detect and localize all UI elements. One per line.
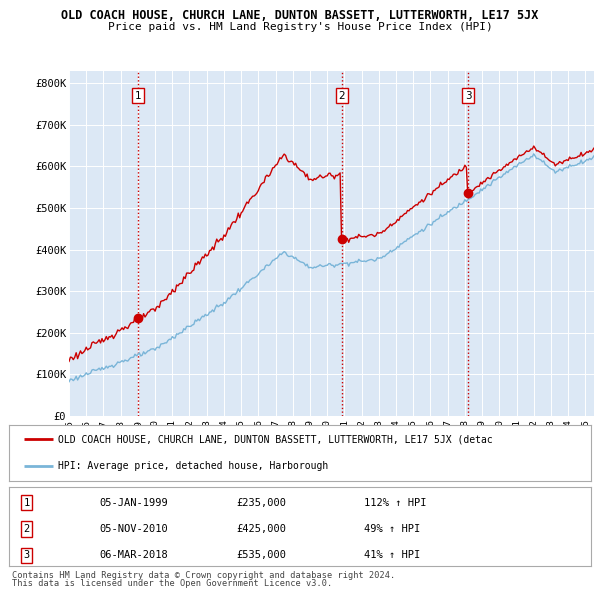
Text: 112% ↑ HPI: 112% ↑ HPI [364,498,427,507]
Text: £535,000: £535,000 [236,550,286,560]
Text: 2: 2 [23,524,29,534]
Text: 1: 1 [23,498,29,507]
Text: 2: 2 [338,91,345,101]
Text: OLD COACH HOUSE, CHURCH LANE, DUNTON BASSETT, LUTTERWORTH, LE17 5JX: OLD COACH HOUSE, CHURCH LANE, DUNTON BAS… [61,9,539,22]
Text: £235,000: £235,000 [236,498,286,507]
Text: OLD COACH HOUSE, CHURCH LANE, DUNTON BASSETT, LUTTERWORTH, LE17 5JX (detac: OLD COACH HOUSE, CHURCH LANE, DUNTON BAS… [58,434,493,444]
Text: 05-JAN-1999: 05-JAN-1999 [99,498,168,507]
Text: Contains HM Land Registry data © Crown copyright and database right 2024.: Contains HM Land Registry data © Crown c… [12,571,395,579]
Text: HPI: Average price, detached house, Harborough: HPI: Average price, detached house, Harb… [58,461,329,471]
Text: 41% ↑ HPI: 41% ↑ HPI [364,550,420,560]
Text: 3: 3 [464,91,472,101]
Text: 3: 3 [23,550,29,560]
Text: Price paid vs. HM Land Registry's House Price Index (HPI): Price paid vs. HM Land Registry's House … [107,22,493,32]
Text: 05-NOV-2010: 05-NOV-2010 [99,524,168,534]
Text: 1: 1 [135,91,142,101]
Text: This data is licensed under the Open Government Licence v3.0.: This data is licensed under the Open Gov… [12,579,332,588]
Text: 06-MAR-2018: 06-MAR-2018 [99,550,168,560]
Text: £425,000: £425,000 [236,524,286,534]
Text: 49% ↑ HPI: 49% ↑ HPI [364,524,420,534]
